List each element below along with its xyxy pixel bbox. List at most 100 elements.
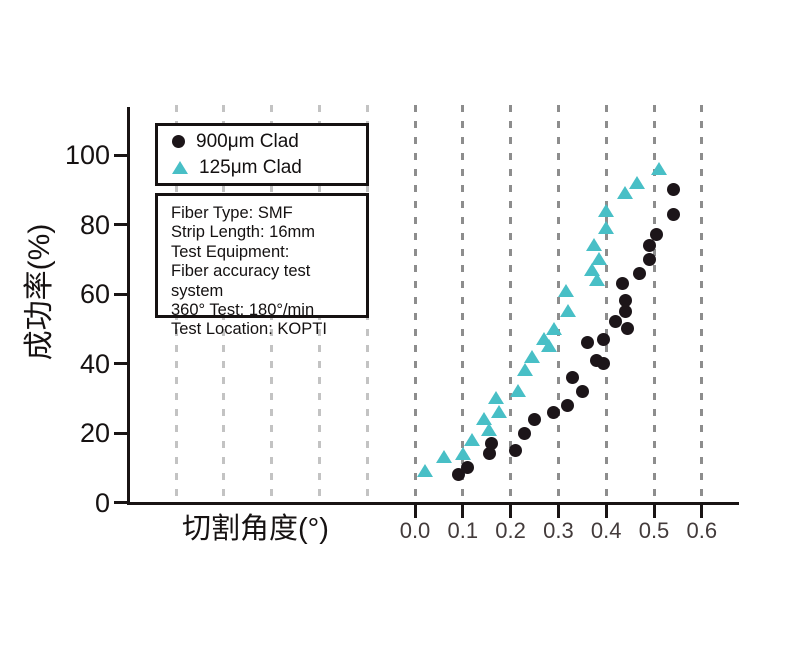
data-point-125um-clad	[488, 391, 505, 405]
legend-label: 125μm Clad	[199, 156, 302, 178]
legend-label: 900μm Clad	[196, 130, 299, 152]
data-point-125um-clad	[617, 186, 634, 200]
data-point-125um-clad	[490, 405, 507, 419]
data-point-125um-clad	[586, 238, 603, 252]
data-point-900um-clad	[649, 228, 663, 242]
y-tick-label: 40	[79, 348, 110, 379]
y-tick-label: 80	[79, 209, 110, 240]
circle-marker-icon	[172, 135, 185, 148]
info-line: Fiber accuracy test system	[171, 262, 311, 300]
x-axis-title: 切割角度(°)	[182, 513, 329, 545]
data-point-900um-clad	[561, 398, 575, 412]
gridline	[556, 105, 560, 500]
data-point-125um-clad	[559, 304, 576, 318]
data-point-900um-clad	[621, 322, 635, 336]
data-point-125um-clad	[598, 203, 615, 217]
data-point-900um-clad	[597, 332, 611, 346]
data-point-125um-clad	[454, 446, 471, 460]
data-point-900um-clad	[633, 266, 647, 280]
y-tick-label: 20	[79, 418, 110, 448]
legend-box: 900μm Clad 125μm Clad	[155, 123, 369, 186]
legend-entry-125um-clad: 125μm Clad	[172, 157, 366, 179]
y-tick	[114, 292, 127, 296]
data-point-900um-clad	[666, 183, 680, 197]
data-point-125um-clad	[464, 432, 481, 446]
data-point-125um-clad	[416, 464, 433, 478]
info-line: Fiber Type: SMF	[171, 204, 293, 222]
x-tick-label: 0.0	[399, 518, 431, 543]
info-line: Strip Length: 16mm	[171, 223, 315, 242]
data-point-125um-clad	[545, 321, 562, 335]
data-point-900um-clad	[609, 315, 623, 329]
data-point-125um-clad	[476, 412, 493, 426]
x-tick-label: 0.4	[590, 518, 622, 543]
triangle-marker-icon	[172, 161, 188, 174]
x-tick	[556, 505, 560, 518]
info-line: Test Location: KOPTI	[171, 320, 327, 339]
data-point-900um-clad	[616, 277, 630, 291]
data-point-125um-clad	[557, 283, 574, 297]
y-tick	[114, 431, 127, 435]
data-point-125um-clad	[481, 422, 498, 436]
x-tick-label: 0.1	[447, 518, 479, 543]
data-point-900um-clad	[580, 336, 594, 350]
x-tick-label: 0.5	[638, 518, 670, 543]
x-tick	[509, 505, 513, 518]
data-point-900um-clad	[642, 252, 656, 266]
gridline	[461, 105, 465, 500]
y-tick	[114, 362, 127, 365]
gridline	[509, 105, 513, 500]
x-tick	[413, 505, 417, 518]
data-point-125um-clad	[629, 175, 646, 189]
legend-entry-900um-clad: 900μm Clad	[172, 131, 366, 153]
x-tick	[652, 505, 656, 518]
y-tick-label: 100	[64, 140, 110, 170]
y-tick	[114, 501, 127, 504]
y-axis-line	[127, 107, 130, 505]
info-line: Test Equipment:	[171, 242, 290, 261]
y-axis-title: 成功率(%)	[23, 223, 56, 361]
data-point-900um-clad	[642, 238, 656, 252]
data-point-900um-clad	[508, 443, 522, 457]
data-point-125um-clad	[598, 220, 615, 234]
data-point-900um-clad	[482, 447, 496, 461]
gridline	[604, 105, 608, 500]
gridline	[700, 105, 704, 500]
data-point-900um-clad	[666, 207, 680, 221]
x-tick-label: 0.6	[686, 518, 718, 543]
data-point-900um-clad	[597, 357, 611, 370]
y-tick	[114, 153, 127, 157]
x-tick	[461, 505, 465, 518]
data-point-125um-clad	[583, 262, 600, 276]
x-axis-line	[127, 502, 739, 505]
data-point-900um-clad	[518, 426, 532, 440]
data-point-125um-clad	[540, 339, 557, 353]
data-point-900um-clad	[461, 461, 475, 475]
data-point-900um-clad	[618, 294, 632, 308]
data-point-900um-clad	[484, 436, 498, 450]
data-point-900um-clad	[528, 412, 541, 426]
x-tick	[700, 505, 704, 518]
info-box: Fiber Type: SMF Strip Length: 16mm Test …	[155, 193, 369, 338]
data-point-900um-clad	[575, 384, 589, 398]
y-tick-label: 60	[79, 279, 110, 309]
data-point-900um-clad	[618, 304, 632, 318]
data-point-900um-clad	[451, 468, 465, 482]
x-tick-label: 0.2	[495, 518, 526, 543]
data-point-125um-clad	[588, 273, 605, 287]
data-point-125um-clad	[591, 252, 608, 266]
gridline	[652, 105, 656, 500]
data-point-900um-clad	[547, 405, 561, 419]
gridline	[413, 105, 417, 500]
y-tick-label: 0	[94, 487, 110, 518]
data-point-125um-clad	[524, 349, 541, 363]
data-point-125um-clad	[435, 450, 452, 464]
data-point-125um-clad	[516, 363, 533, 377]
data-point-900um-clad	[566, 370, 580, 384]
info-line: 360° Test: 180°/min	[171, 301, 315, 320]
data-point-125um-clad	[650, 161, 667, 175]
y-tick	[114, 223, 127, 226]
x-tick	[604, 505, 608, 518]
x-tick-label: 0.3	[543, 518, 574, 543]
